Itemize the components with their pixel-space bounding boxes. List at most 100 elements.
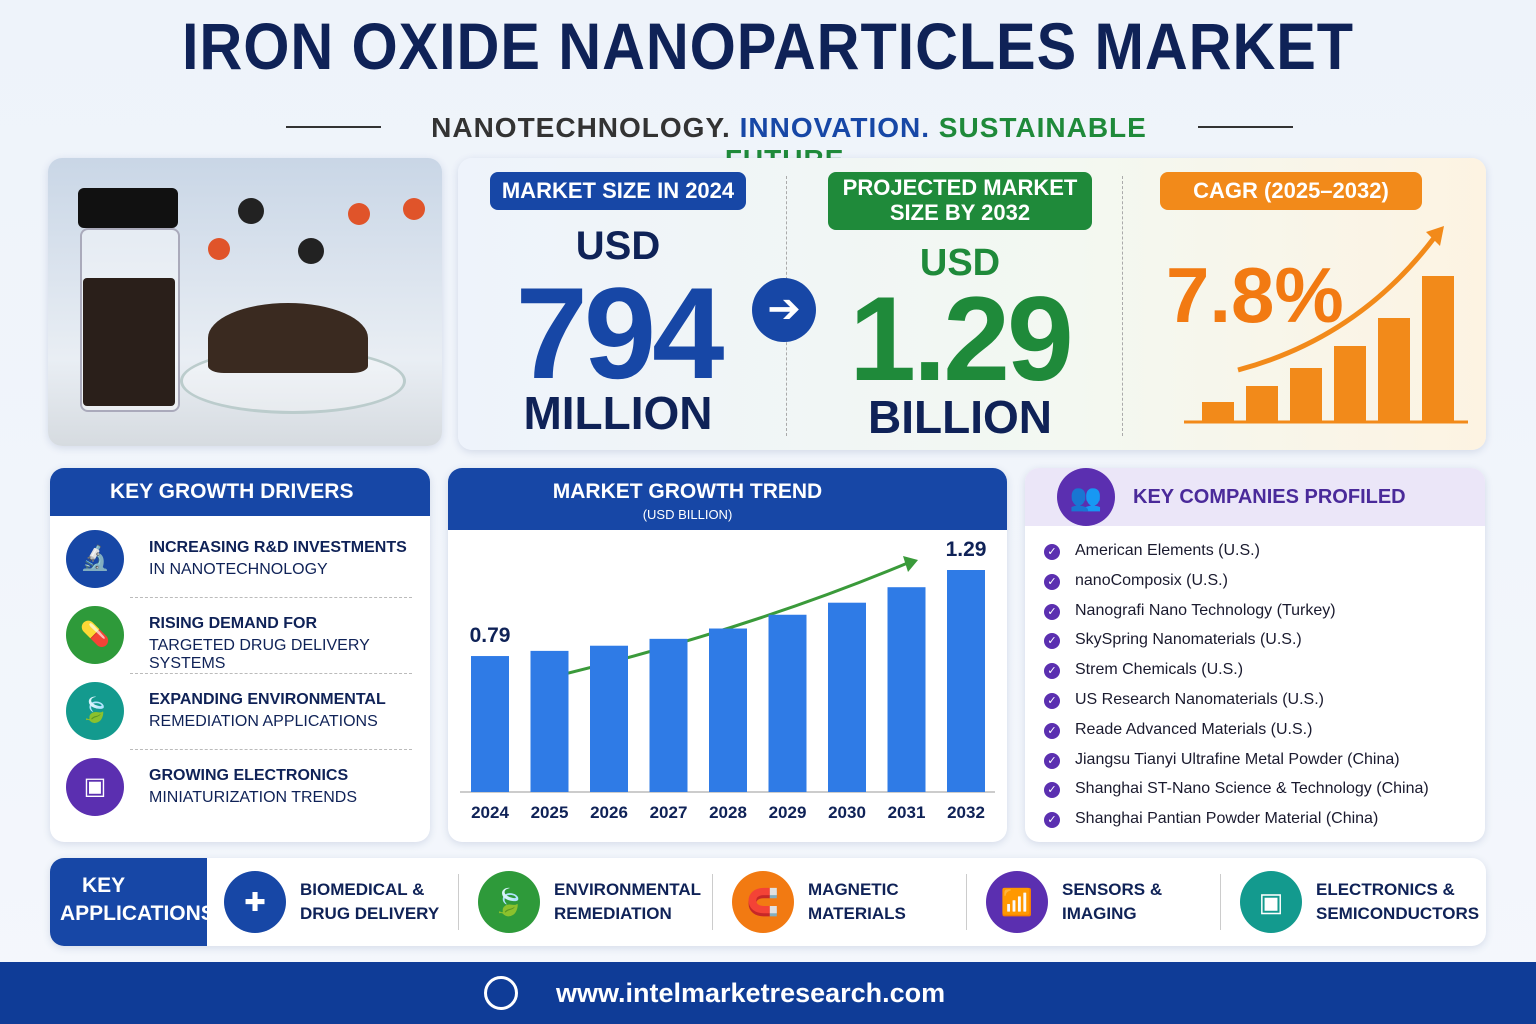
stats-panel: MARKET SIZE IN 2024 USD 794 MILLION ➔ PR… — [458, 158, 1486, 450]
deco-bar — [1246, 386, 1278, 422]
separator — [130, 749, 412, 750]
separator — [966, 874, 967, 930]
application-line: MATERIALS — [808, 904, 906, 923]
rule — [286, 126, 381, 128]
footer-url: www.intelmarketresearch.com — [556, 978, 946, 1008]
chart-subtitle: (USD BILLION) — [642, 507, 733, 522]
separator — [458, 874, 459, 930]
photo — [48, 158, 442, 446]
application-line: SENSORS & — [1062, 880, 1163, 899]
application-icon: 📶 — [986, 871, 1048, 933]
application-line: IMAGING — [1062, 904, 1137, 923]
cagr-graphic — [1184, 226, 1468, 424]
chart: 2024 0.79 2025 2026 2027 2028 2029 2030 2031 2032… — [460, 538, 995, 822]
application-icon: 🍃 — [478, 871, 540, 933]
driver-icon: 🍃 — [66, 682, 124, 740]
application-line: SEMICONDUCTORS — [1316, 904, 1480, 923]
tagline-part: NANOTECHNOLOGY. — [431, 112, 731, 143]
check-icon: ✓ — [1044, 812, 1060, 829]
company: Reade Advanced Materials (U.S.) — [1075, 720, 1313, 738]
check-icon: ✓ — [1044, 573, 1060, 590]
deco-bar — [1378, 318, 1410, 422]
value-label: 1.29 — [946, 538, 987, 561]
separator — [130, 673, 412, 674]
company: US Research Nanomaterials (U.S.) — [1075, 691, 1324, 708]
driver-line: EXPANDING ENVIRONMENTAL — [149, 691, 386, 708]
bar — [590, 645, 628, 792]
application-line: MAGNETIC — [808, 880, 899, 899]
driver-icon: 🔬 — [66, 530, 124, 588]
check-icon: ✓ — [1044, 752, 1060, 769]
arrow-icon: ➔ — [752, 278, 816, 342]
driver-line: IN NANOTECHNOLOGY — [149, 561, 328, 578]
drivers-title: KEY GROWTH DRIVERS — [50, 468, 430, 516]
globe-icon — [484, 976, 518, 1010]
separator — [712, 874, 713, 930]
chart-header — [448, 468, 1007, 530]
x-tick-label: 2031 — [888, 803, 926, 822]
title: IRON OXIDE NANOPARTICLES MARKET — [182, 9, 1354, 83]
check-icon: ✓ — [1044, 663, 1060, 680]
x-tick-label: 2032 — [947, 803, 985, 822]
people-icon: 👥 — [1057, 468, 1115, 526]
bar — [471, 656, 509, 792]
company: American Elements (U.S.) — [1075, 542, 1260, 559]
stat-value: 794 — [515, 260, 725, 406]
bar — [828, 602, 866, 792]
driver-icon: ▣ — [66, 758, 124, 816]
check-icon: ✓ — [1044, 603, 1060, 620]
footer — [0, 962, 1536, 1024]
driver-line: REMEDIATION APPLICATIONS — [149, 713, 378, 730]
application-line: ELECTRONICS & — [1316, 880, 1455, 899]
stat-unit: BILLION — [868, 391, 1052, 443]
jar-lid — [78, 188, 178, 228]
applications-title: KEY APPLICATIONS — [50, 858, 215, 946]
stat-value: 7.8% — [1166, 251, 1344, 339]
applications-panel: KEY APPLICATIONS ✚ BIOMEDICAL & DRUG DELIV… — [50, 858, 1486, 946]
deco-arrow — [1237, 236, 1436, 373]
check-icon: ✓ — [1044, 544, 1060, 560]
powder — [83, 278, 175, 406]
divider — [1122, 176, 1123, 436]
deco-bar — [1202, 402, 1234, 422]
atom — [298, 238, 324, 264]
check-icon: ✓ — [1044, 633, 1060, 650]
bar — [709, 628, 747, 792]
chart-title: MARKET GROWTH TREND — [552, 480, 823, 503]
check-icon: ✓ — [1044, 782, 1060, 799]
driver-line: MINIATURIZATION TRENDS — [149, 789, 357, 806]
atom — [208, 238, 230, 260]
x-tick-label: 2027 — [650, 803, 688, 822]
driver-icon: 💊 — [66, 606, 124, 664]
atom — [238, 198, 264, 224]
value-label: 0.79 — [470, 624, 511, 647]
company: Nanografi Nano Technology (Turkey) — [1075, 601, 1336, 619]
x-tick-label: 2025 — [531, 803, 569, 822]
atom — [403, 198, 425, 220]
deco-arrowhead — [1426, 226, 1444, 246]
application-icon: ▣ — [1240, 871, 1302, 933]
check-icon: ✓ — [1044, 693, 1060, 709]
bar — [887, 587, 926, 792]
x-tick-label: 2024 — [471, 803, 509, 822]
stat-value: 1.29 — [849, 272, 1074, 406]
stat-label: CAGR (2025–2032) — [1160, 172, 1422, 210]
chart-panel: MARKET GROWTH TREND (USD BILLION) 2024 0.… — [448, 468, 1007, 842]
bar — [947, 570, 985, 792]
x-tick-label: 2028 — [709, 803, 747, 822]
application-line: DRUG DELIVERY — [300, 904, 440, 923]
applications-title-line: APPLICATIONS — [60, 902, 215, 925]
stat-unit: MILLION — [523, 387, 713, 439]
company: Shanghai ST-Nano Science & Technology (C… — [1075, 780, 1429, 798]
check-icon: ✓ — [1044, 722, 1060, 739]
application-icon: ✚ — [224, 871, 286, 933]
driver-line: RISING DEMAND FOR — [149, 615, 317, 632]
drivers-panel: KEY GROWTH DRIVERS 🔬 INCREASING R&D INVES… — [50, 468, 430, 842]
bar — [649, 638, 688, 792]
driver-line: GROWING ELECTRONICS — [149, 767, 349, 784]
company: SkySpring Nanomaterials (U.S.) — [1075, 631, 1302, 649]
company: Jiangsu Tianyi Ultrafine Metal Powder (C… — [1075, 750, 1400, 768]
applications-title-line: KEY — [82, 874, 126, 897]
application-line: REMEDIATION — [554, 904, 672, 923]
